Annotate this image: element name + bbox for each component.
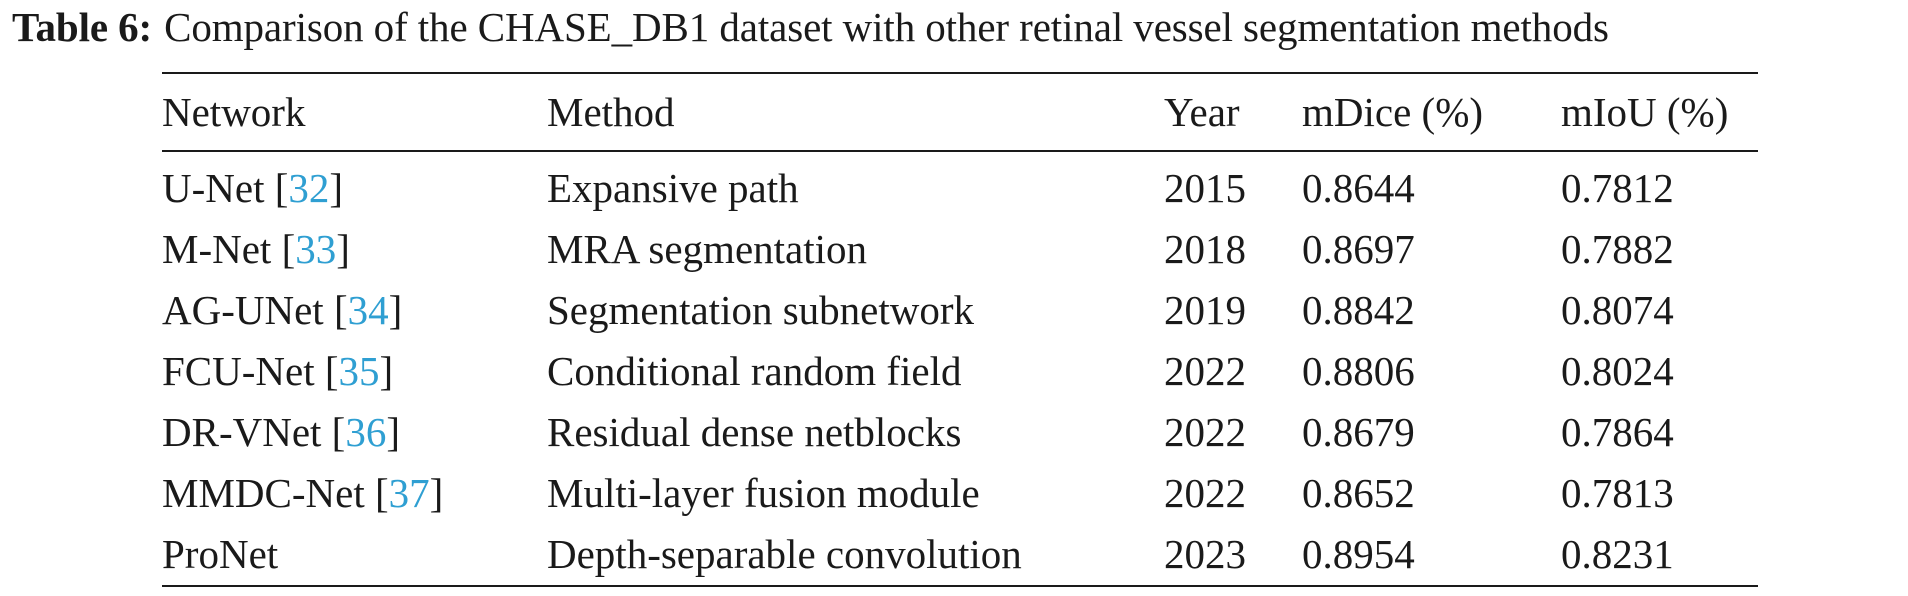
miou-cell: 0.8074 (1561, 287, 1674, 333)
citation-link[interactable]: 33 (295, 226, 337, 272)
method-cell: Depth-separable convolution (547, 531, 1022, 577)
results-table: Network Method Year mDice (%) mIoU (%) U… (162, 72, 1758, 587)
miou-cell: 0.7812 (1561, 165, 1674, 211)
method-cell: Expansive path (547, 165, 799, 211)
table-caption: Table 6: Comparison of the CHASE_DB1 data… (12, 2, 1609, 52)
miou-cell-best: 0.8231 (1561, 531, 1674, 577)
table-caption-text: Comparison of the CHASE_DB1 dataset with… (164, 4, 1609, 50)
miou-cell: 0.7864 (1561, 409, 1674, 455)
network-cell: M-Net [33] (162, 226, 350, 272)
mdice-cell: 0.8842 (1302, 287, 1415, 333)
network-cell: ProNet (162, 524, 547, 586)
citation-link[interactable]: 35 (338, 348, 380, 394)
network-cell: FCU-Net [35] (162, 348, 394, 394)
table-row: FCU-Net [35] Conditional random field 20… (162, 341, 1758, 402)
citation-link[interactable]: 32 (288, 165, 330, 211)
citation-link[interactable]: 36 (345, 409, 387, 455)
year-cell: 2015 (1164, 165, 1246, 211)
network-cell: DR-VNet [36] (162, 409, 400, 455)
citation-link[interactable]: 37 (388, 470, 430, 516)
mdice-cell: 0.8644 (1302, 165, 1415, 211)
mdice-cell: 0.8806 (1302, 348, 1415, 394)
table-row: AG-UNet [34] Segmentation subnetwork 201… (162, 280, 1758, 341)
header-row: Network Method Year mDice (%) mIoU (%) (162, 73, 1758, 151)
column-header-mdice: mDice (%) (1302, 88, 1483, 135)
network-cell: MMDC-Net [37] (162, 470, 444, 516)
method-cell: Multi-layer fusion module (547, 470, 980, 516)
network-name: MMDC-Net (162, 470, 365, 516)
mdice-cell: 0.8697 (1302, 226, 1415, 272)
column-header-method: Method (547, 88, 675, 135)
miou-cell: 0.7813 (1561, 470, 1674, 516)
table-caption-label: Table 6: (12, 4, 153, 50)
network-name: U-Net (162, 165, 265, 211)
mdice-cell: 0.8679 (1302, 409, 1415, 455)
year-cell: 2019 (1164, 287, 1246, 333)
network-cell: AG-UNet [34] (162, 287, 403, 333)
miou-cell: 0.8024 (1561, 348, 1674, 394)
method-cell: Segmentation subnetwork (547, 287, 975, 333)
table-header: Network Method Year mDice (%) mIoU (%) (162, 73, 1758, 151)
network-name: M-Net (162, 226, 272, 272)
network-name: DR-VNet (162, 409, 322, 455)
method-cell: Residual dense netblocks (547, 409, 962, 455)
table-body: U-Net [32] Expansive path 2015 0.8644 0.… (162, 151, 1758, 586)
year-cell: 2022 (1164, 470, 1246, 516)
miou-cell: 0.7882 (1561, 226, 1674, 272)
year-cell: 2018 (1164, 226, 1246, 272)
mdice-cell-best: 0.8954 (1302, 531, 1415, 577)
year-cell: 2022 (1164, 409, 1246, 455)
network-name: FCU-Net (162, 348, 315, 394)
method-cell: Conditional random field (547, 348, 962, 394)
table-row: U-Net [32] Expansive path 2015 0.8644 0.… (162, 151, 1758, 219)
column-header-miou: mIoU (%) (1561, 88, 1729, 135)
table-row-proposed: ProNet Depth-separable convolution 2023 … (162, 524, 1758, 586)
network-name: AG-UNet (162, 287, 324, 333)
network-name: ProNet (162, 531, 279, 577)
table-row: M-Net [33] MRA segmentation 2018 0.8697 … (162, 219, 1758, 280)
year-cell: 2023 (1164, 531, 1246, 577)
mdice-cell: 0.8652 (1302, 470, 1415, 516)
column-header-year: Year (1164, 88, 1240, 135)
table-row: MMDC-Net [37] Multi-layer fusion module … (162, 463, 1758, 524)
citation-link[interactable]: 34 (347, 287, 389, 333)
method-cell: MRA segmentation (547, 226, 868, 272)
network-cell: U-Net [32] (162, 165, 344, 211)
column-header-network: Network (162, 88, 306, 135)
year-cell: 2022 (1164, 348, 1246, 394)
table-row: DR-VNet [36] Residual dense netblocks 20… (162, 402, 1758, 463)
